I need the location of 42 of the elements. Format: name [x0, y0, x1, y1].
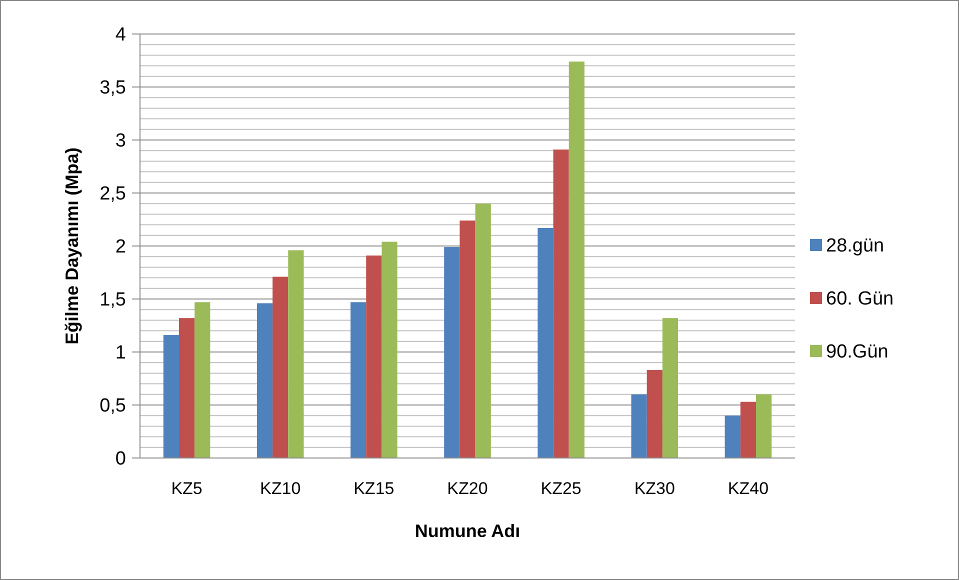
- bar: [272, 276, 288, 458]
- bar: [288, 250, 304, 458]
- bar: [756, 394, 772, 458]
- x-tick-label: KZ40: [728, 479, 769, 498]
- y-tick-label: 2,5: [100, 184, 126, 205]
- y-tick-label: 2: [115, 236, 126, 258]
- bar: [553, 150, 569, 458]
- x-tick-label: KZ15: [354, 479, 394, 498]
- bar: [740, 402, 756, 458]
- bar: [631, 394, 647, 458]
- bar: [662, 318, 678, 458]
- bar: [475, 204, 491, 458]
- bar: [382, 242, 398, 458]
- y-tick-label: 4: [115, 24, 126, 46]
- legend-label: 90.Gün: [826, 342, 888, 363]
- bar: [444, 247, 460, 458]
- y-tick-label: 1,5: [100, 290, 126, 311]
- y-tick-label: 3: [115, 130, 126, 152]
- x-tick-label: KZ20: [447, 479, 488, 498]
- bar: [568, 62, 584, 458]
- x-tick-label: KZ30: [634, 479, 675, 498]
- x-tick-label: KZ25: [540, 479, 582, 498]
- y-tick-label: 1: [115, 342, 126, 364]
- y-tick-label: 0,5: [100, 396, 126, 417]
- y-tick-label: 0: [115, 448, 126, 470]
- x-tick-label: KZ10: [260, 479, 301, 498]
- bar: [646, 370, 662, 458]
- bar: [350, 302, 366, 458]
- x-tick-label: KZ5: [171, 479, 202, 498]
- bar: [163, 335, 179, 458]
- x-axis-title: Numune Adı: [414, 521, 520, 541]
- bar: [538, 228, 554, 458]
- legend-label: 28.gün: [826, 236, 884, 257]
- bar: [724, 416, 740, 458]
- bar: [256, 303, 273, 458]
- legend-label: 60. Gün: [826, 288, 894, 310]
- bar: [366, 256, 382, 458]
- bar: [194, 302, 210, 458]
- bar: [460, 220, 476, 458]
- y-tick-label: 3,5: [100, 78, 126, 99]
- bar: [178, 318, 195, 458]
- y-axis-title: Eğilme Dayanımı (Mpa): [62, 147, 82, 345]
